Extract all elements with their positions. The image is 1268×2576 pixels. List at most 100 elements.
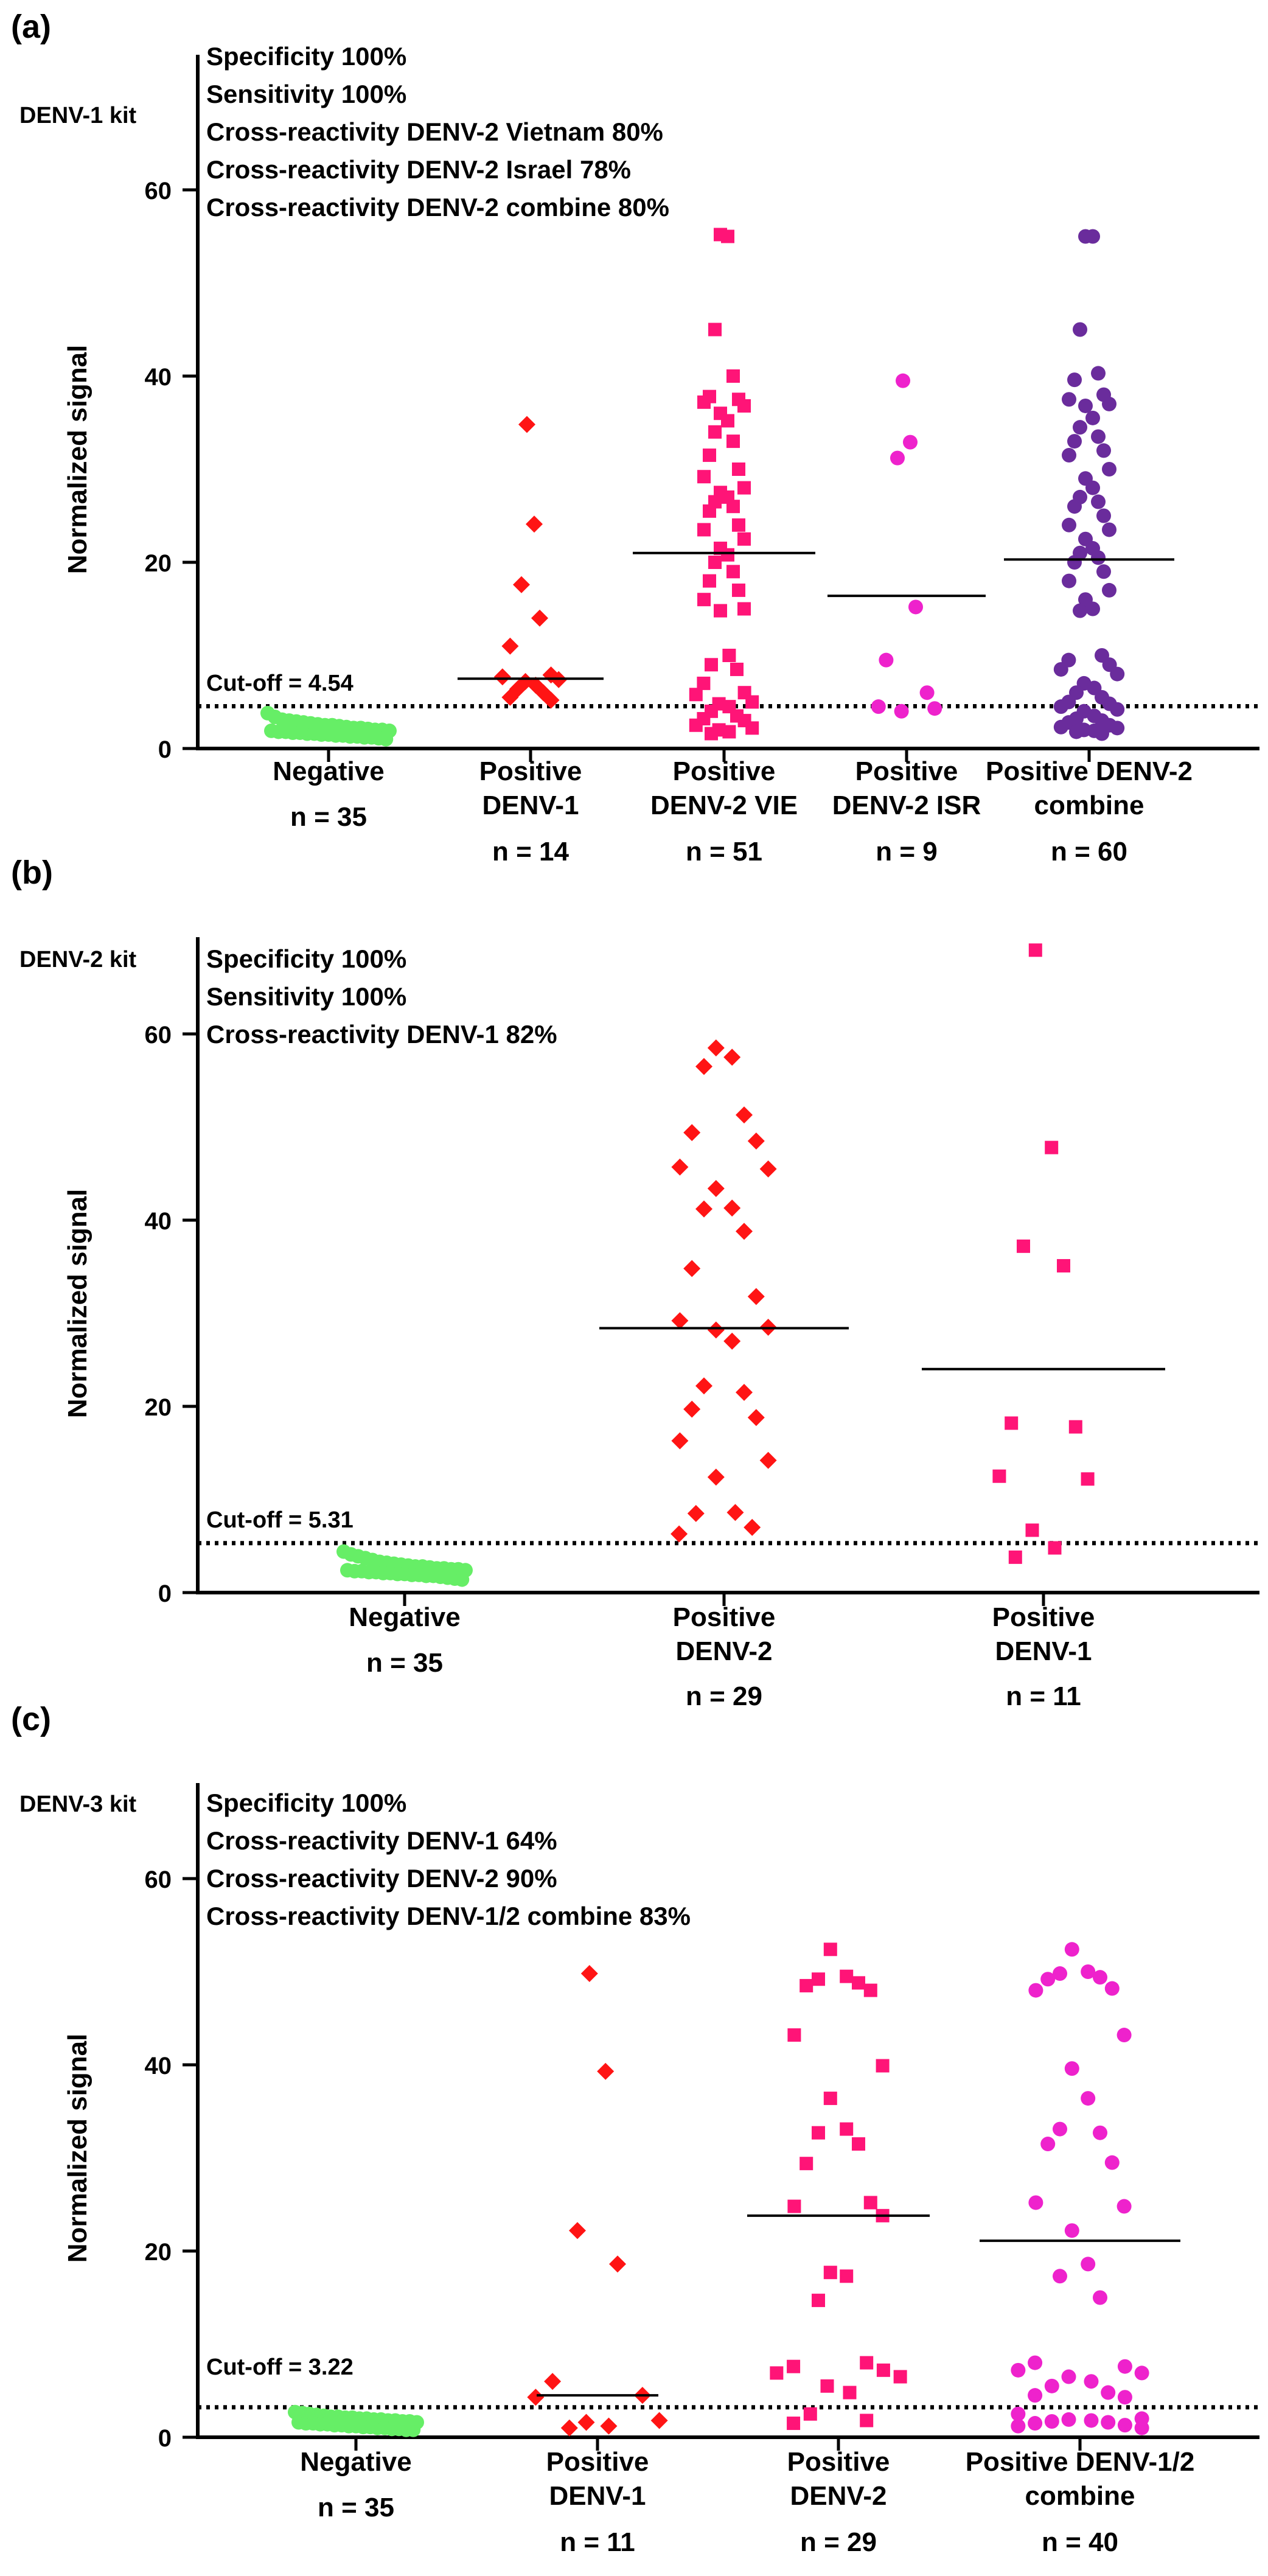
point-a-g2-1 <box>721 229 734 243</box>
point-c-g2-10 <box>812 2126 825 2140</box>
y-axis-label-a: Normalized signal <box>63 345 92 574</box>
y-tick-label-b-40: 40 <box>145 1208 172 1235</box>
x-label-b-negative-1: Negative <box>349 1602 460 1632</box>
x-label-c-negative-1: Negative <box>300 2447 411 2477</box>
point-c-g3-33 <box>1084 2413 1099 2428</box>
point-c-g3-32 <box>1061 2412 1076 2427</box>
point-a-g4-20 <box>1067 499 1082 514</box>
kit-label-c: DENV-3 kit <box>19 1792 137 1817</box>
point-a-g2-10 <box>708 425 722 439</box>
stat-line-c-2: Cross-reactivity DENV-1 64% <box>206 1826 557 1855</box>
point-b-g1-12 <box>683 1260 701 1277</box>
panel-c: (c) DENV-3 kit Specificity 100% Cross-re… <box>11 1701 1259 2557</box>
stat-line-a-5: Cross-reactivity DENV-2 combine 80% <box>206 193 669 222</box>
point-c-g2-24 <box>820 2379 834 2393</box>
point-c-g3-16 <box>1064 2223 1079 2238</box>
point-c-g2-2 <box>812 1972 825 1986</box>
x-label-a-denv2-combine-1: Positive DENV-2 <box>986 756 1193 786</box>
x-label-b-denv1-2: DENV-1 <box>995 1636 1092 1666</box>
point-a-g3-3 <box>908 599 923 615</box>
point-a-g4-30 <box>1062 573 1076 588</box>
point-c-g2-5 <box>863 1983 877 1997</box>
n-label-a-denv2-isr: n = 9 <box>876 837 938 867</box>
point-b-g2-10 <box>1008 1550 1022 1564</box>
x-label-c-denv2-2: DENV-2 <box>790 2481 887 2511</box>
panel-a: (a) DENV-1 kit Specificity 100% Sensitiv… <box>11 9 1259 867</box>
point-b-g2-1 <box>1045 1140 1059 1154</box>
point-a-g4-14 <box>1062 448 1076 463</box>
point-b-g1-16 <box>707 1321 725 1339</box>
point-b-g1-19 <box>736 1384 753 1401</box>
x-label-c-combine-2: combine <box>1025 2481 1135 2511</box>
point-a-g4-1 <box>1085 229 1100 244</box>
point-b-g1-8 <box>707 1179 725 1197</box>
point-c-g1-7 <box>650 2412 668 2429</box>
point-c-g2-14 <box>787 2199 801 2213</box>
x-label-c-combine-1: Positive DENV-1/2 <box>966 2447 1195 2477</box>
point-c-g1-3 <box>609 2255 626 2273</box>
point-a-g2-38 <box>689 688 703 702</box>
point-a-g2-34 <box>705 658 718 672</box>
point-a-g2-47 <box>745 721 759 735</box>
point-a-g1-6 <box>493 668 511 686</box>
point-c-g2-9 <box>840 2122 854 2136</box>
n-label-c-combine: n = 40 <box>1042 2527 1118 2557</box>
point-c-g3-30 <box>1011 2406 1026 2421</box>
point-c-g3-20 <box>1028 2355 1043 2370</box>
cutoff-label-b: Cut-off = 5.31 <box>206 1507 354 1533</box>
point-b-g1-23 <box>759 1451 777 1469</box>
point-a-g4-8 <box>1078 398 1093 413</box>
x-label-c-denv1-2: DENV-1 <box>549 2481 646 2511</box>
point-c-g2-23 <box>893 2370 907 2384</box>
point-c-g3-12 <box>1040 2137 1056 2152</box>
point-a-g4-2 <box>1073 322 1087 337</box>
panel-label-b: (b) <box>11 854 53 891</box>
point-a-g4-58 <box>1069 724 1084 739</box>
point-a-g2-35 <box>730 662 744 676</box>
point-a-g2-3 <box>726 369 740 383</box>
point-c-g2-26 <box>803 2407 817 2421</box>
y-tick-label-a-0: 0 <box>158 736 172 763</box>
y-tick-label-b-60: 60 <box>145 1022 172 1049</box>
point-b-g1-1 <box>723 1049 741 1066</box>
x-label-a-denv2-isr-1: Positive <box>855 756 958 786</box>
point-c-g3-28 <box>1028 2388 1043 2403</box>
point-c-g3-39 <box>1134 2420 1149 2435</box>
point-a-g3-5 <box>919 685 935 700</box>
point-c-g1-1 <box>597 2062 615 2080</box>
point-a-g3-0 <box>896 373 910 388</box>
point-a-g1-4 <box>501 637 519 655</box>
point-a-g1-13 <box>542 691 560 709</box>
point-a-g4-11 <box>1091 429 1106 444</box>
point-a-g4-21 <box>1096 508 1111 523</box>
x-label-a-denv2-combine-2: combine <box>1034 791 1144 820</box>
stat-line-c-1: Specificity 100% <box>206 1789 406 1817</box>
point-c-g3-38 <box>1011 2418 1026 2434</box>
point-b-g1-21 <box>747 1409 765 1426</box>
point-a-g2-31 <box>737 602 751 616</box>
point-a-g4-59 <box>1095 726 1109 741</box>
point-a-g2-33 <box>722 649 736 662</box>
point-c-g1-2 <box>569 2222 586 2239</box>
point-c-g3-2 <box>1053 1966 1067 1981</box>
point-b-g1-13 <box>747 1288 765 1305</box>
stat-line-a-3: Cross-reactivity DENV-2 Vietnam 80% <box>206 117 663 146</box>
point-a-g1-3 <box>531 609 548 627</box>
point-a-g3-8 <box>894 703 909 719</box>
y-tick-label-b-0: 0 <box>158 1580 172 1607</box>
point-b-g1-10 <box>695 1200 712 1218</box>
x-label-c-denv2-1: Positive <box>787 2447 890 2477</box>
point-c-g2-22 <box>770 2366 784 2380</box>
point-a-g2-21 <box>732 518 745 532</box>
point-c-g3-37 <box>1117 2418 1132 2433</box>
data-marks-b <box>198 943 1259 1587</box>
stat-line-a-1: Specificity 100% <box>206 42 406 71</box>
point-a-g4-46 <box>1053 699 1068 714</box>
point-a-g1-12 <box>501 688 519 706</box>
point-a-g2-23 <box>737 532 751 546</box>
point-a-g4-38 <box>1053 661 1068 677</box>
point-b-g2-9 <box>1048 1541 1062 1555</box>
y-tick-label-c-20: 20 <box>145 2239 172 2266</box>
n-label-c-denv1: n = 11 <box>560 2527 635 2557</box>
